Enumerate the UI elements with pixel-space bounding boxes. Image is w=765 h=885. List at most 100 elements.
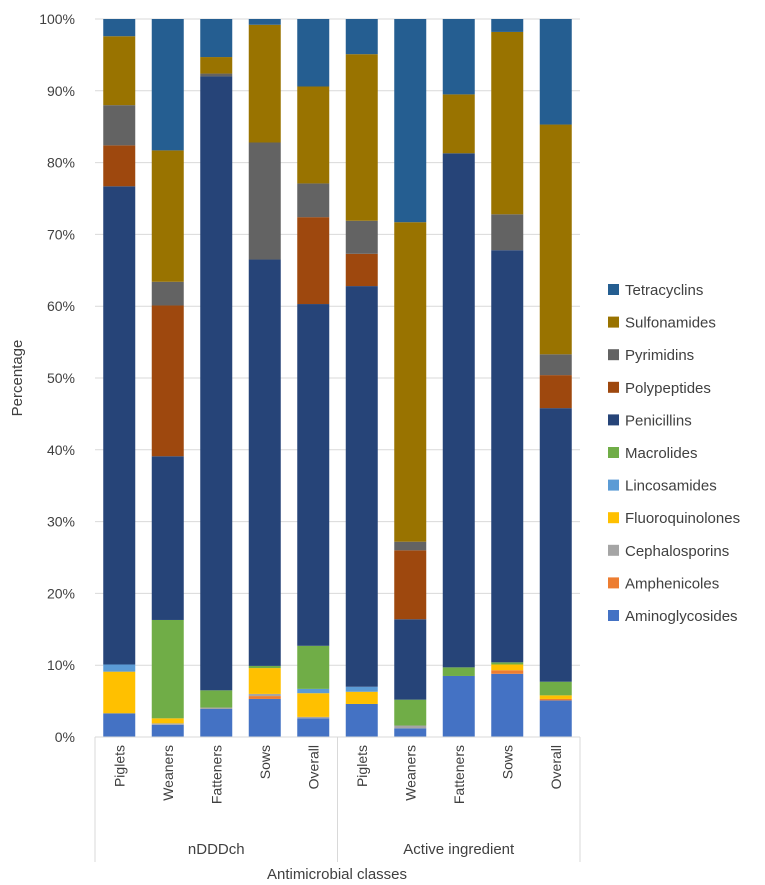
y-tick-label: 40%	[47, 442, 75, 458]
bar-segment	[297, 86, 330, 184]
bar-segment	[297, 693, 330, 717]
legend-label: Penicillins	[625, 412, 692, 429]
bar-segment	[151, 456, 184, 620]
x-category-label: Overall	[548, 745, 564, 789]
x-group-label: Active ingredient	[403, 841, 515, 858]
bar-segment	[539, 354, 572, 376]
bar-segment	[539, 698, 572, 701]
bar-segment	[345, 253, 378, 287]
bar-segment	[491, 19, 524, 32]
x-category-label: Sows	[257, 745, 273, 779]
x-category-label: Overall	[305, 745, 321, 789]
bar-segment	[345, 286, 378, 687]
bar-segment	[539, 124, 572, 355]
bar-segment	[394, 699, 427, 726]
bar-segment	[248, 19, 281, 25]
bar-segment	[491, 31, 524, 215]
x-category-label: Fatteners	[451, 745, 467, 804]
legend-swatch	[608, 284, 619, 295]
bar-segment	[200, 76, 233, 691]
bars	[103, 19, 572, 737]
bar-segment	[248, 668, 281, 694]
bar-segment	[345, 686, 378, 692]
bar-segment	[248, 142, 281, 260]
legend-swatch	[608, 381, 619, 393]
legend-label: Macrolides	[625, 445, 698, 462]
bar-segment	[297, 716, 330, 719]
legend-label: Pyrimidins	[625, 347, 694, 364]
bar-segment	[345, 703, 378, 737]
bar-segment	[394, 541, 427, 551]
bar-segment	[539, 681, 572, 696]
bar-segment	[151, 718, 184, 724]
bar-segment	[345, 19, 378, 55]
bar-segment	[151, 19, 184, 151]
bar-segment	[442, 153, 475, 668]
y-tick-label: 80%	[47, 155, 75, 171]
y-tick-label: 90%	[47, 83, 75, 99]
legend-swatch	[608, 512, 619, 524]
y-axis: 0% 10% 20% 30% 40% 50% 60% 70% 80% 90% 100%	[39, 11, 75, 745]
bar-segment	[200, 57, 233, 74]
y-axis-title: Percentage	[9, 340, 26, 417]
legend-swatch	[608, 316, 619, 328]
x-category-label: Piglets	[354, 745, 370, 787]
bar-segment	[103, 186, 136, 665]
y-tick-label: 50%	[47, 370, 75, 386]
bar-segment	[297, 645, 330, 689]
bar-segment	[345, 691, 378, 704]
y-tick-label: 60%	[47, 298, 75, 314]
bar-segment	[103, 664, 136, 672]
bar-segment	[297, 304, 330, 646]
bar-segment	[539, 375, 572, 409]
bar-segment	[151, 723, 184, 725]
bar-segment	[539, 695, 572, 699]
legend-swatch	[608, 414, 619, 426]
bar-segment	[394, 725, 427, 729]
bar-segment	[248, 24, 281, 143]
x-group-label: nDDDch	[188, 841, 245, 858]
bar-segment	[297, 19, 330, 87]
y-tick-label: 10%	[47, 657, 75, 673]
y-tick-label: 20%	[47, 585, 75, 601]
bar-segment	[539, 19, 572, 125]
bar-segment	[248, 665, 281, 669]
legend-label: Fluoroquinolones	[625, 510, 740, 527]
legend-swatch	[608, 544, 619, 556]
legend-swatch	[608, 349, 619, 361]
bar-segment	[248, 698, 281, 737]
bar-segment	[491, 670, 524, 674]
bar-segment	[491, 250, 524, 663]
legend-swatch	[608, 447, 619, 458]
bar-segment	[151, 150, 184, 282]
bar-segment	[200, 708, 233, 737]
x-category-label: Sows	[499, 745, 515, 779]
bar-segment	[394, 550, 427, 620]
bar-segment	[491, 664, 524, 671]
bar-segment	[297, 217, 330, 305]
x-axis: Piglets Weaners Fatteners Sows Overall Piglet…	[94, 736, 581, 862]
bar-segment	[103, 36, 136, 106]
bar-segment	[297, 688, 330, 694]
legend-label: Lincosamides	[625, 478, 717, 495]
legend-swatch	[608, 577, 619, 589]
y-tick-label: 0%	[55, 729, 75, 745]
y-tick-label: 70%	[47, 226, 75, 242]
legend-label: Amphenicoles	[625, 575, 719, 592]
bar-segment	[103, 713, 136, 737]
bar-segment	[442, 94, 475, 154]
bar-segment	[151, 619, 184, 719]
legend-label: Cephalosporins	[625, 543, 729, 560]
bar-segment	[151, 724, 184, 737]
legend-swatch	[608, 479, 619, 491]
legend-swatch	[608, 610, 619, 621]
bar-segment	[151, 281, 184, 306]
bar-segment	[103, 145, 136, 187]
bar-segment	[394, 19, 427, 223]
bar-segment	[200, 73, 233, 77]
bar-segment	[200, 19, 233, 58]
bar-segment	[394, 728, 427, 737]
legend-label: Aminoglycosides	[625, 608, 738, 625]
x-axis-title: Antimicrobial classes	[267, 866, 407, 883]
